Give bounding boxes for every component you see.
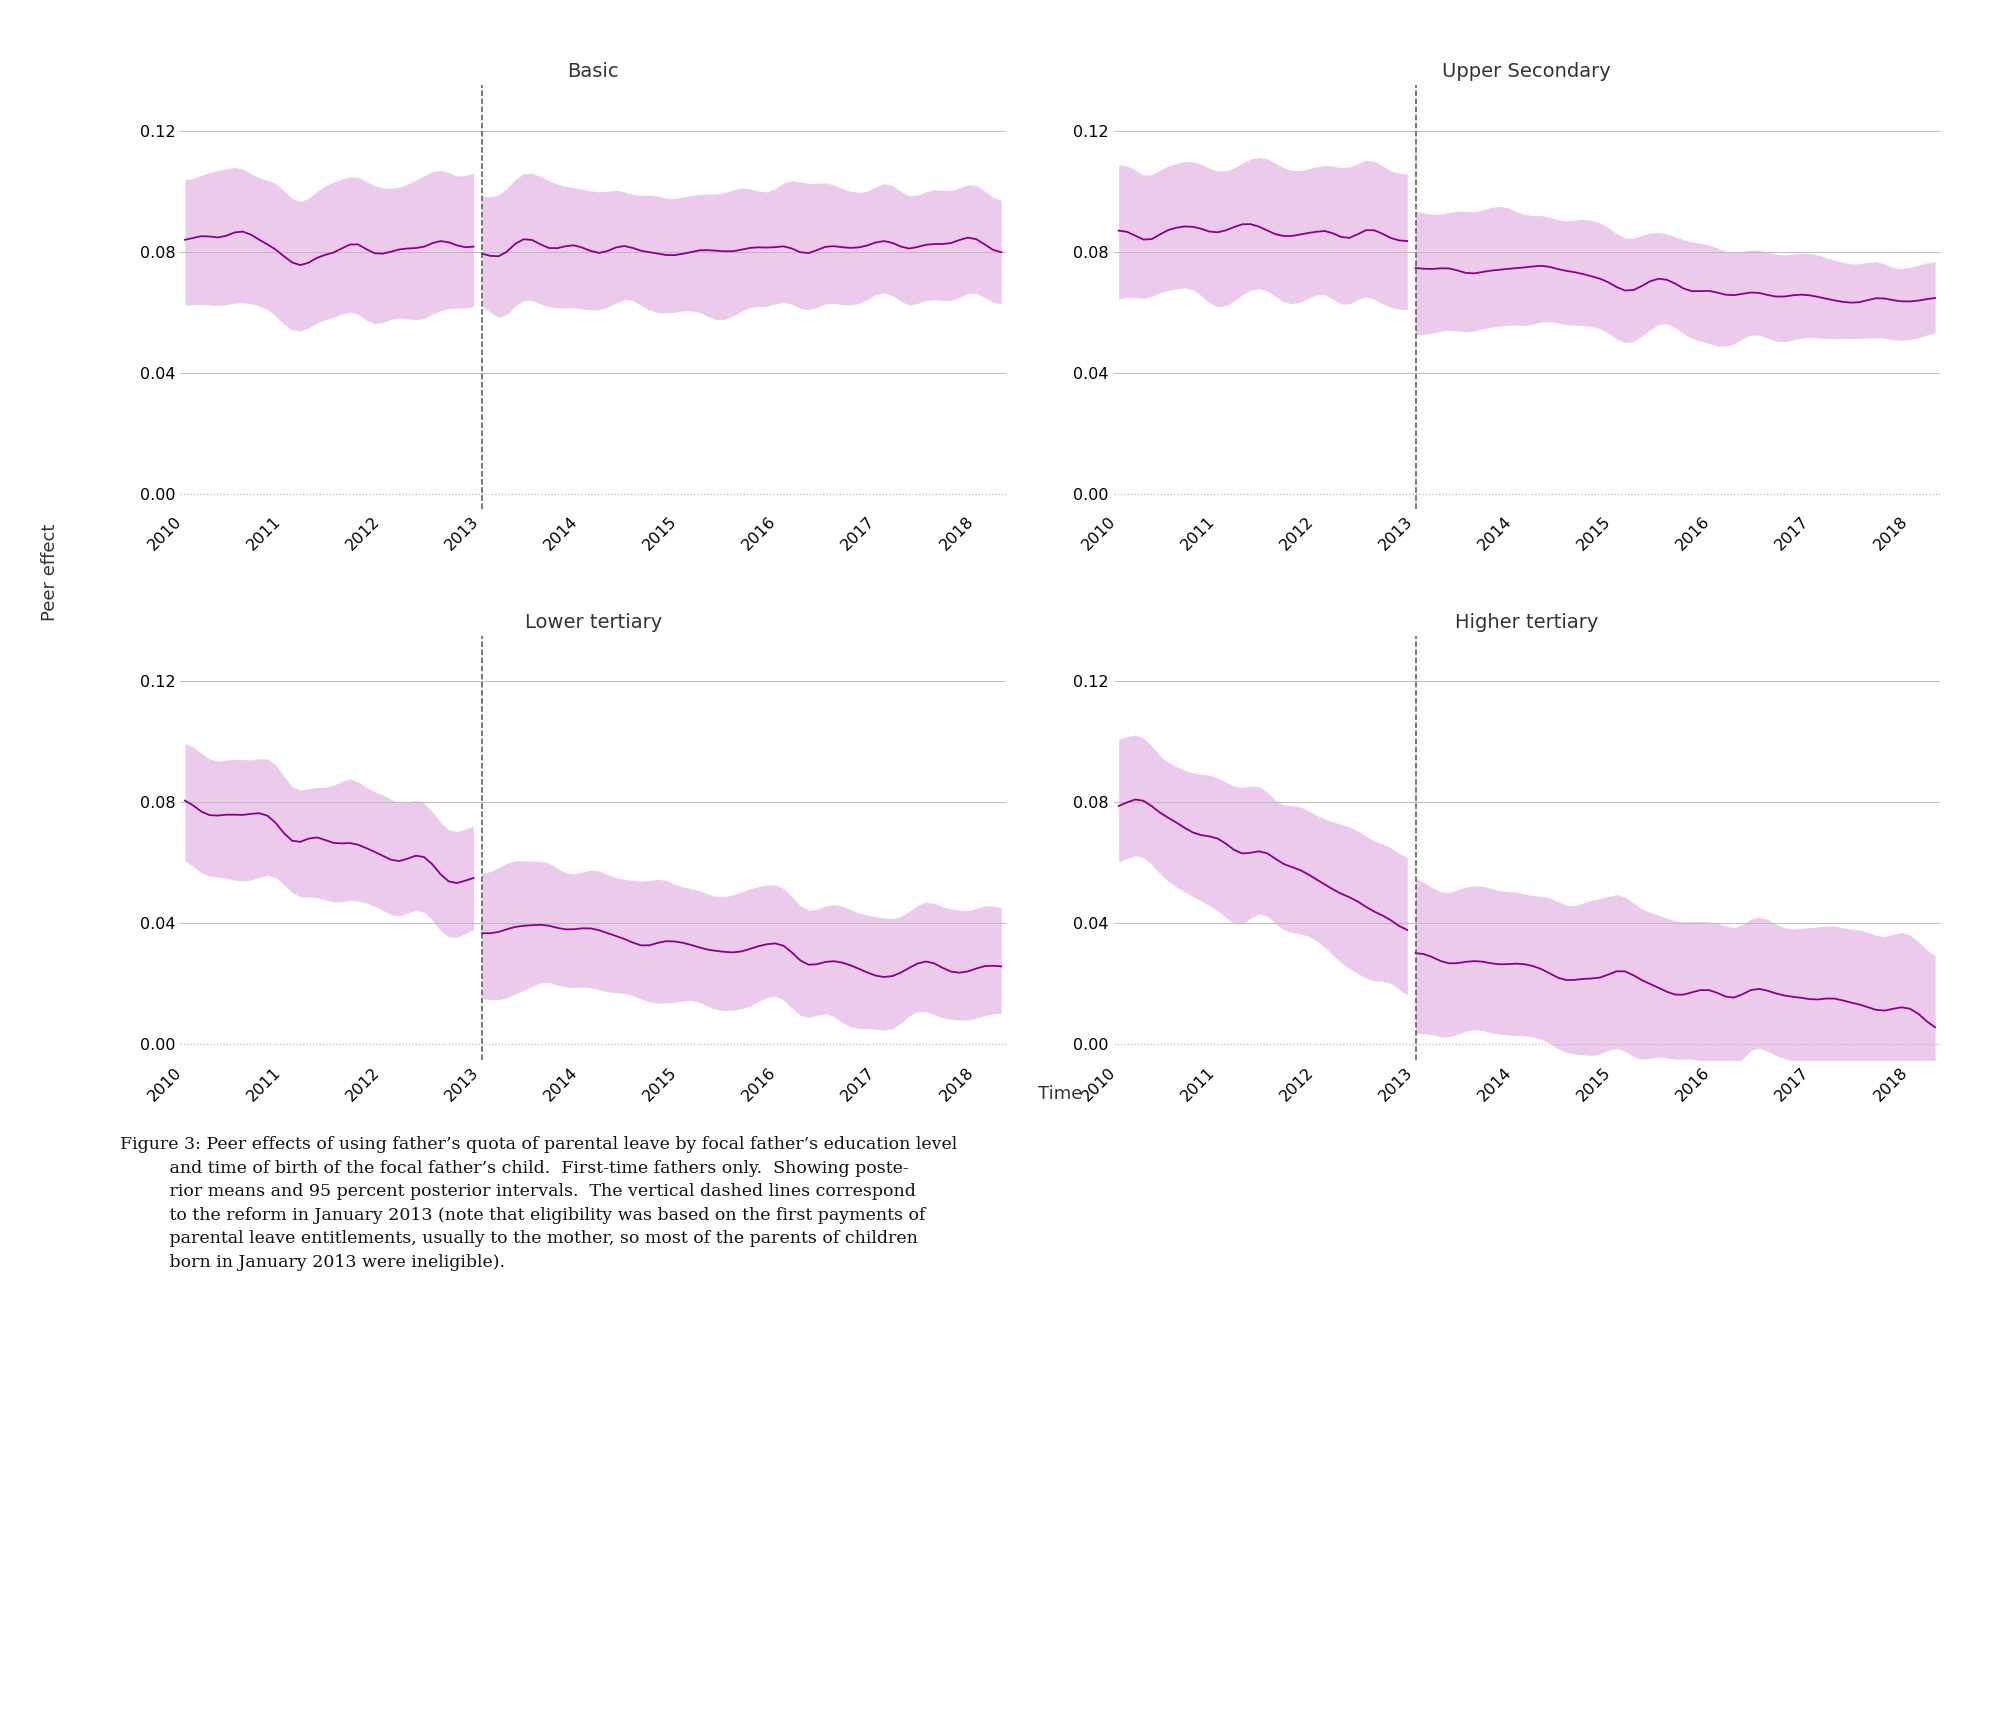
Title: Lower tertiary: Lower tertiary (524, 614, 662, 632)
Text: Figure 3: Peer effects of using father’s quota of parental leave by focal father: Figure 3: Peer effects of using father’s… (120, 1136, 958, 1271)
Title: Basic: Basic (568, 62, 618, 80)
Text: Time: Time (1038, 1085, 1082, 1104)
Title: Upper Secondary: Upper Secondary (1442, 62, 1612, 80)
Title: Higher tertiary: Higher tertiary (1456, 614, 1598, 632)
Text: Peer effect: Peer effect (40, 525, 60, 620)
